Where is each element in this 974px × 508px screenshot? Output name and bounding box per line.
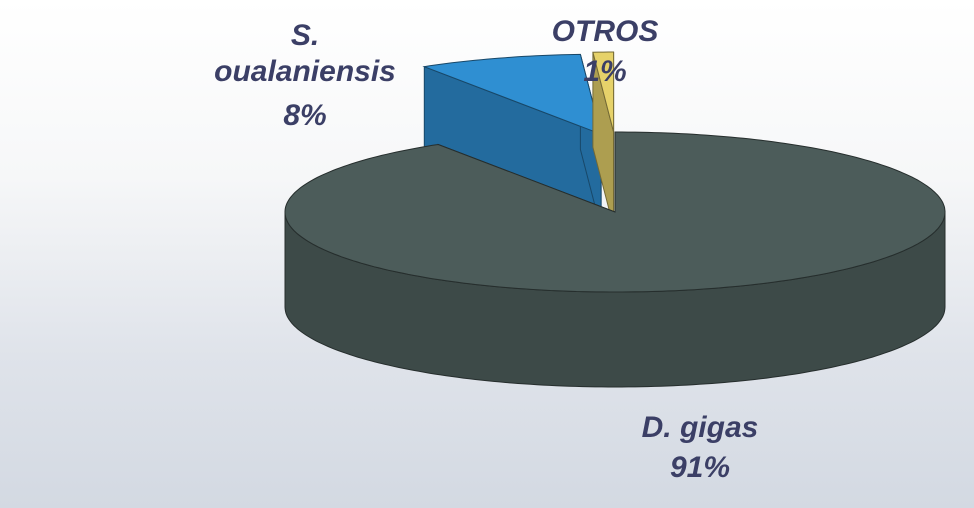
slice-label: D. gigas xyxy=(641,411,759,444)
slice-value-label: 8% xyxy=(283,99,327,132)
pie-slice xyxy=(284,131,946,388)
pie-slice xyxy=(592,51,615,228)
slice-value-label: 1% xyxy=(583,55,627,88)
slice-label: S. oualaniensis xyxy=(214,19,396,88)
pie-slice xyxy=(422,53,602,230)
slice-top xyxy=(592,51,615,133)
slice-value-label: 91% xyxy=(669,451,731,484)
slice-top xyxy=(284,131,946,293)
slice-top xyxy=(422,53,602,136)
slice-label: OTROS xyxy=(551,15,659,48)
